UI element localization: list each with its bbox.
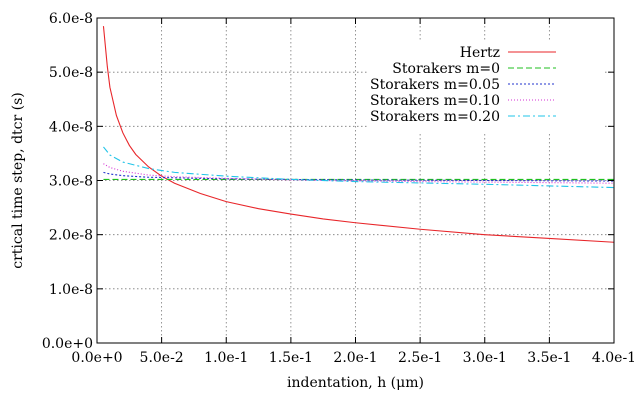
y-axis-label: crtical time step, dtcr (s) <box>10 92 26 269</box>
y-tick-label: 6.0e-8 <box>49 11 93 27</box>
x-tick-label: 2.0e-1 <box>333 350 377 366</box>
series-line-2 <box>103 171 615 182</box>
y-tick-label: 0.0e+0 <box>42 336 93 352</box>
x-tick-label: 5.0e-2 <box>140 350 184 366</box>
y-tick-label: 3.0e-8 <box>49 174 93 190</box>
series-line-3 <box>103 163 615 184</box>
y-tick-label: 5.0e-8 <box>49 65 93 81</box>
legend-label: Storakers m=0.05 <box>370 77 500 93</box>
x-axis-label: indentation, h (μm) <box>287 375 424 391</box>
legend-label: Storakers m=0.10 <box>370 93 500 109</box>
x-tick-label: 1.0e-1 <box>204 350 248 366</box>
ticks: 0.0e+0 5.0e-2 1.0e-1 1.5e-1 2.0e-1 2.5e-1 3.0e… <box>42 11 634 366</box>
y-tick-label: 2.0e-8 <box>49 228 93 244</box>
y-tick-label: 1.0e-8 <box>49 282 93 298</box>
x-tick-label: 0.0e+0 <box>71 350 122 366</box>
y-tick-label: 4.0e-8 <box>49 119 93 135</box>
x-tick-label: 2.5e-1 <box>398 350 442 366</box>
x-tick-label: 4.0e-1 <box>592 350 634 366</box>
x-tick-label: 1.5e-1 <box>269 350 313 366</box>
series-line-4 <box>103 146 615 189</box>
x-tick-label: 3.5e-1 <box>527 350 571 366</box>
legend-label: Storakers m=0.20 <box>370 109 500 125</box>
series-line-0 <box>102 26 615 243</box>
legend-background <box>368 40 604 132</box>
legend-label: Storakers m=0 <box>392 61 500 77</box>
series-layer <box>102 26 615 243</box>
legend-label: Hertz <box>460 45 500 61</box>
x-tick-label: 3.0e-1 <box>463 350 507 366</box>
